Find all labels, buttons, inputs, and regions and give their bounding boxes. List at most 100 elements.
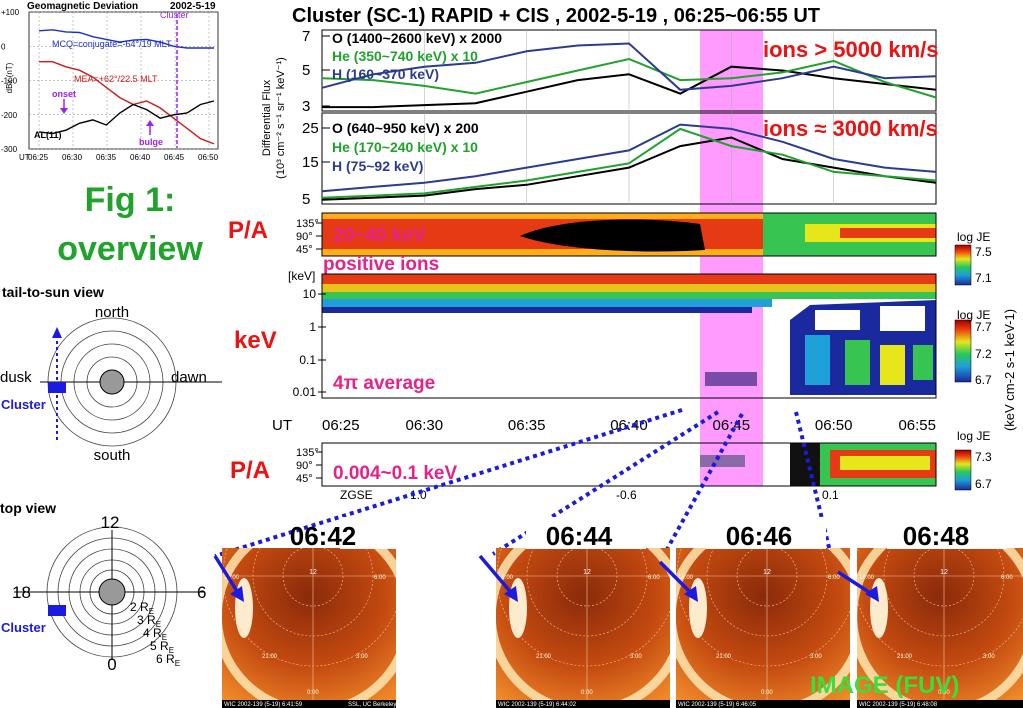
fuv-grid-label: 3:00 [810,654,822,660]
ut-tick-label: 06:25 [322,417,360,434]
energy-blob-3 [880,345,905,385]
colorbar-2-tick-mid: 7.2 [975,347,992,361]
ground-date: 2002-5-19 [170,1,216,12]
auroral-bulge [689,578,707,638]
pa1-species-text: positive ions [323,254,439,275]
ut-tick-label: 06:45 [713,417,751,434]
fuv-grid-label: 12 [940,569,948,576]
energy-tick-label: 1 [309,320,316,334]
ground-xtick: 06:40 [130,153,151,162]
legend-top-He: He (350~740 keV) x 10 [332,48,478,64]
energy-purple-blob [705,372,757,386]
fuv-grid-label: 3:00 [983,654,995,660]
flux-series-line [321,127,937,199]
annotation-fast-ions: ions > 5000 km/s [763,37,939,62]
fuv-image-content: 12 18:00 6:00 21:00 3:00 0:00 WIC 2002-139 (5-… [676,548,850,708]
arrow-head-icon [684,586,698,602]
pa-tick-label: 90° [296,231,313,243]
fuv-caption: IMAGE (FUV) [810,672,959,699]
arrow-head-icon [865,586,879,602]
top-view-0: 0 [107,655,116,674]
colorbar-3-title: log JE [957,429,990,443]
legend-bot-He: He (170~240 keV) x 10 [332,139,478,155]
pa-label-1: P/A [228,217,268,244]
ground-title: Geomagnetic Deviation [27,1,138,12]
fuv-footer-credit: SSL, UC Berkeley [348,702,396,708]
fig-label-line2: overview [57,230,203,268]
tail-view-dusk: dusk [0,369,32,386]
al-label: AL(11) [34,130,62,140]
mcq-label: MCQ=conjugate=-64°/19 MLT [52,39,172,49]
pa-label-2: P/A [230,457,270,484]
ground-yticks: +100 0 -100 -200 -300 [1,8,20,154]
ground-xtick: 06:35 [96,153,117,162]
flux-series-line [321,57,937,99]
energy-blob-2 [845,340,870,385]
energy-band-3 [322,292,936,299]
energy-spectrogram: keV [keV] 10 1 0.1 0.01 4π average [234,269,937,399]
energy-unit: [keV] [288,269,315,283]
onset-arrow-head [60,108,68,114]
fuv-footer-text: WIC 2002-139 (5-19) 6:48:08 [859,702,938,708]
top-view-cluster: Cluster [1,620,46,635]
fuv-footer-bar [857,700,1023,708]
ut-ticks: 06:25 06:30 06:35 06:40 06:45 06:50 06:55 [322,417,936,434]
fuv-time-label: 06:48 [903,521,970,551]
ground-ytick: 0 [1,42,6,51]
mea-label: MEA=+62°/22.5 MLT [74,74,158,84]
main-title: Cluster (SC-1) RAPID + CIS , 2002-5-19 ,… [292,5,820,27]
cluster-marker-label: Cluster [160,10,189,20]
energy-white-2 [880,306,925,331]
fuv-grid-label: 21:00 [716,654,732,660]
fuv-grid-label: 6:00 [648,575,660,581]
fuv-pointer-arrow [658,560,696,598]
pa-tick-label: 45° [296,244,313,256]
fuv-image: 12 18:00 6:00 21:00 3:00 0:00 WIC 2002-139 (5-… [478,517,670,708]
ground-series-line [39,61,215,145]
fuv-grid-label: 18:00 [224,575,240,581]
colorbar-3-tick-high: 7.3 [975,450,992,464]
pa1-frame [321,212,937,257]
top-view-ring-label: 6 RE [156,652,180,668]
colorbar-1 [954,244,972,286]
bulge-label: bulge [139,137,163,147]
pa1-band-bottom [322,249,936,256]
fuv-footer-bar [496,700,670,708]
ut-tick-label: 06:50 [815,417,853,434]
earth-icon [99,369,125,395]
fuv-grid-label: 3:00 [356,654,368,660]
fuv-time-backdrop [340,517,460,549]
fuv-time-backdrop [706,517,826,549]
annotation-slow-ions: ions ≈ 3000 km/s [763,116,938,141]
colorbars: log JE 7.5 7.1 log JE 7.7 7.2 6.7 log JE… [954,230,1017,491]
energy-tick-label: 0.1 [299,353,316,367]
fuv-grid-label: 12 [309,569,317,576]
legend-bot-O: O (640~950 keV) x 200 [332,120,479,136]
energy-band-1 [322,274,936,284]
flux-series-line [322,65,937,109]
fuv-image-content: 12 18:00 6:00 21:00 3:00 0:00 WIC 2002-139 (5-… [496,548,670,708]
fuv-grid-label: 6:00 [374,575,386,581]
top-view-ring-label: 4 RE [143,626,167,642]
fuv-pointer-arrow [478,554,516,598]
energy-blob-4 [913,345,933,380]
colorbar-1-tick-low: 7.1 [975,271,992,285]
tail-view-south: south [94,447,131,464]
flux-series-line [321,136,937,201]
ground-xtick: 06:25 [28,153,49,162]
flux-top-yticks: 7 5 3 [302,28,330,115]
fuv-grid-label: 12 [763,569,771,576]
ground-ylabel: dBx (nT) [5,62,14,93]
ground-xtick: 06:45 [164,153,185,162]
top-view-ring-label: 3 RE [137,613,161,629]
pa-spectrogram-high: P/A 135°90°45° 20~40 keV positive ions [228,212,937,275]
energy-ticks: 10 1 0.1 0.01 [293,287,326,399]
ut-label: UT [272,417,292,434]
fuv-grid-label: 18:00 [859,575,875,581]
fuv-time-label: 06:44 [546,521,613,551]
pa2-region-black [790,443,820,486]
pa-tick-label: 90° [296,460,313,472]
ground-panel: Geomagnetic Deviation 2002-5-19 Cluster … [1,1,219,162]
